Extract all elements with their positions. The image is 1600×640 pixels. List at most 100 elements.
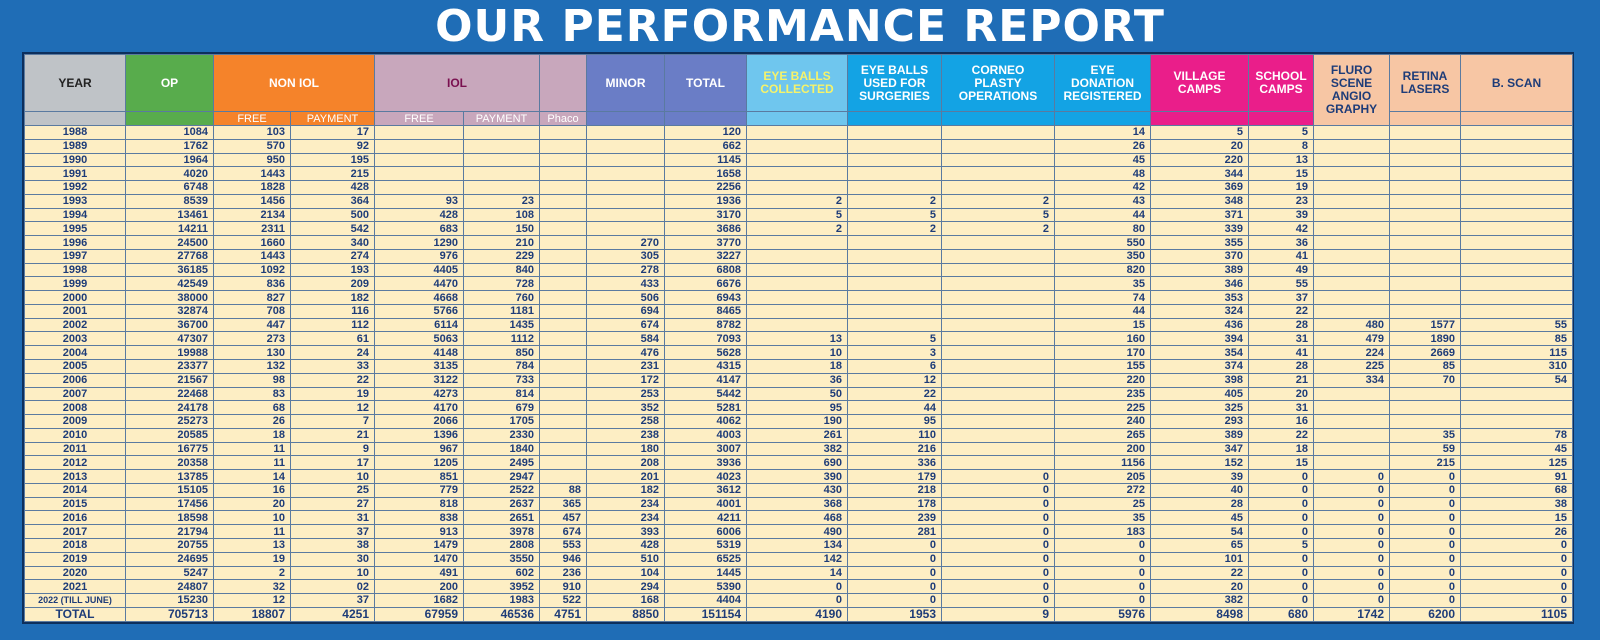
value-cell: 0 <box>1389 579 1461 595</box>
value-cell: 261 <box>746 427 848 443</box>
table-row: 2003 47307 273 61 5063 1112 584 7093 13 5 160 394 31… <box>24 331 1573 347</box>
value-cell: 476 <box>586 345 665 361</box>
year-cell: 2008 <box>24 400 126 416</box>
value-cell: 31 <box>290 510 375 526</box>
value-cell: 22 <box>290 372 375 388</box>
value-cell: 838 <box>374 510 464 526</box>
header-village-camps: VILLAGE CAMPS <box>1150 54 1249 112</box>
value-cell: 2256 <box>664 180 747 195</box>
value-cell: 850 <box>463 345 540 361</box>
value-cell: 405 <box>1150 386 1249 402</box>
value-cell: 37 <box>290 593 375 608</box>
value-cell: 15 <box>1248 166 1314 182</box>
value-cell: 0 <box>1313 469 1390 484</box>
value-cell: 16775 <box>125 441 214 457</box>
value-cell: 234 <box>586 496 665 512</box>
table-row: 2011 16775 11 9 967 1840 180 3007 382 216 200 347 18… <box>24 441 1573 457</box>
value-cell: 24807 <box>125 579 214 595</box>
value-cell: 0 <box>1248 565 1314 581</box>
value-cell: 733 <box>463 372 540 388</box>
value-cell: 4001 <box>664 496 747 512</box>
value-cell <box>746 125 848 140</box>
value-cell: 305 <box>586 248 665 264</box>
value-cell <box>941 138 1055 154</box>
value-cell <box>847 125 942 140</box>
value-cell: 550 <box>1054 235 1151 250</box>
value-cell: 1705 <box>463 414 540 429</box>
value-cell: 46536 <box>463 606 540 623</box>
value-cell <box>1389 125 1461 140</box>
value-cell: 491 <box>374 565 464 581</box>
value-cell: 3170 <box>664 207 747 223</box>
value-cell: 10 <box>213 510 291 526</box>
value-cell: 70 <box>1389 372 1461 388</box>
value-cell <box>1313 193 1390 209</box>
value-cell: 44 <box>1054 207 1151 223</box>
value-cell <box>847 152 942 168</box>
value-cell: 2495 <box>463 455 540 471</box>
value-cell <box>539 400 587 416</box>
value-cell: 18807 <box>213 606 291 623</box>
table-row: 1997 27768 1443 274 976 229 305 3227 350 370 41 <box>24 248 1573 264</box>
value-cell: 48 <box>1054 166 1151 182</box>
year-cell: 1989 <box>24 138 126 154</box>
value-cell: 6525 <box>664 551 747 567</box>
value-cell: 0 <box>847 579 942 595</box>
value-cell: 3135 <box>374 359 464 374</box>
header-eye-balls-used: EYE BALLS USED FOR SURGERIES <box>847 54 942 112</box>
value-cell: 270 <box>586 235 665 250</box>
value-cell <box>463 152 540 168</box>
value-cell: 6808 <box>664 262 747 278</box>
value-cell: 19 <box>213 551 291 567</box>
value-cell: 1742 <box>1313 606 1390 623</box>
value-cell: 41 <box>1248 345 1314 361</box>
value-cell: 0 <box>1313 579 1390 595</box>
value-cell: 78 <box>1460 427 1573 443</box>
value-cell: 5442 <box>664 386 747 402</box>
value-cell <box>539 248 587 264</box>
value-cell: 8465 <box>664 303 747 319</box>
value-cell <box>941 303 1055 319</box>
value-cell: 0 <box>1248 496 1314 512</box>
value-cell: 5 <box>847 207 942 223</box>
value-cell: 371 <box>1150 207 1249 223</box>
value-cell: 38000 <box>125 290 214 305</box>
value-cell <box>1313 414 1390 429</box>
subheader-donation-blank <box>1054 111 1151 126</box>
value-cell <box>586 138 665 154</box>
value-cell <box>586 193 665 209</box>
value-cell: 180 <box>586 441 665 457</box>
table-row: 2002 36700 447 112 6114 1435 674 8782 15 436 28 480… <box>24 317 1573 333</box>
value-cell: 20 <box>1150 579 1249 595</box>
value-cell: 542 <box>290 221 375 237</box>
value-cell <box>539 414 587 429</box>
value-cell: 170 <box>1054 345 1151 361</box>
value-cell: 18598 <box>125 510 214 526</box>
value-cell <box>1389 276 1461 292</box>
value-cell: 0 <box>1313 551 1390 567</box>
value-cell: 258 <box>586 414 665 429</box>
value-cell <box>941 290 1055 305</box>
value-cell: 1156 <box>1054 455 1151 471</box>
value-cell <box>1460 180 1573 195</box>
value-cell: 2947 <box>463 469 540 484</box>
value-cell <box>1460 125 1573 140</box>
value-cell: 0 <box>1313 565 1390 581</box>
value-cell <box>1460 386 1573 402</box>
value-cell: 65 <box>1150 537 1249 553</box>
value-cell: 0 <box>847 551 942 567</box>
value-cell: 0 <box>1054 579 1151 595</box>
value-cell: 3770 <box>664 235 747 250</box>
value-cell: 16 <box>1248 414 1314 429</box>
table-row: 1992 6748 1828 428 2256 42 369 19 <box>24 180 1573 195</box>
value-cell: 15105 <box>125 482 214 498</box>
value-cell <box>746 152 848 168</box>
value-cell: 39 <box>1150 469 1249 484</box>
value-cell: 382 <box>1150 593 1249 608</box>
value-cell <box>374 166 464 182</box>
value-cell: 225 <box>1313 359 1390 374</box>
year-cell: 2018 <box>24 537 126 553</box>
value-cell: 27768 <box>125 248 214 264</box>
value-cell: 355 <box>1150 235 1249 250</box>
value-cell: 1762 <box>125 138 214 154</box>
